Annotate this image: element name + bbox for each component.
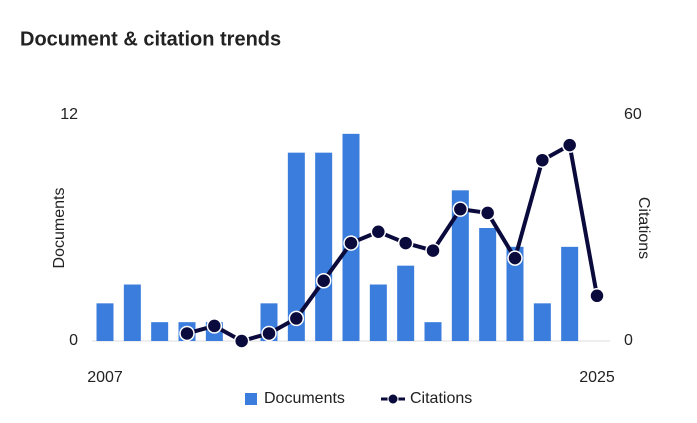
legend-label: Documents [264,390,345,407]
bar [287,152,305,341]
line-point [370,224,387,240]
bar [424,322,442,341]
bar [151,322,169,341]
line-point [589,288,605,304]
y2-tick-label: 60 [624,106,642,123]
line-point [315,272,332,289]
y-axis-label: Documents [51,188,68,269]
line-point [288,310,305,327]
line-point [507,250,523,266]
legend-swatch [245,393,257,405]
x-tick-label: 2025 [579,369,615,386]
line-point [343,235,359,251]
line-point [425,242,441,259]
bar [479,228,497,341]
y-tick-label: 0 [69,332,78,349]
legend-label: Citations [410,390,472,407]
line-point [479,205,496,221]
y2-tick-label: 0 [624,332,633,349]
x-tick-label: 2007 [87,369,123,386]
bar [96,303,114,341]
line [186,143,599,343]
y2-axis-label: Citations [635,197,652,259]
line-point [179,325,195,342]
line-point [233,333,250,349]
line-point [561,137,578,153]
legend-swatch [387,393,399,405]
line-point [397,235,414,251]
bar [533,303,551,341]
line-point [206,318,223,334]
line-point [534,152,551,168]
line-point [452,201,469,217]
bar [506,246,524,341]
bar [451,190,469,341]
line-point [261,325,277,342]
chart-title: Document & citation trends [20,28,281,50]
bar [315,152,333,341]
bar [369,284,387,341]
y-tick-label: 12 [60,106,78,123]
bar [397,265,415,341]
bar [123,284,141,341]
bar [561,246,579,341]
